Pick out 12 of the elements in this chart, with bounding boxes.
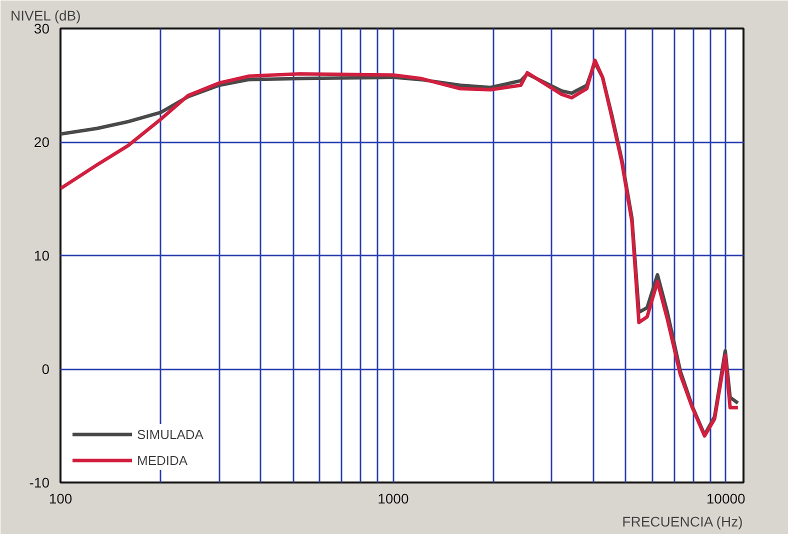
x-tick-label: 10000	[706, 490, 746, 506]
y-tick-label: 10	[34, 248, 50, 264]
y-tick-label: 20	[34, 134, 50, 150]
x-tick-label: 1000	[378, 490, 409, 506]
legend-label: SIMULADA	[137, 426, 204, 442]
x-tick-label: 100	[48, 490, 72, 506]
y-tick-label: 0	[42, 361, 50, 377]
x-axis-title: FRECUENCIA (Hz)	[622, 514, 743, 530]
y-axis-title: NIVEL (dB)	[10, 8, 81, 24]
y-tick-label: 30	[34, 20, 50, 36]
legend-label: MEDIDA	[137, 452, 188, 468]
y-tick-label: -10	[29, 474, 50, 490]
